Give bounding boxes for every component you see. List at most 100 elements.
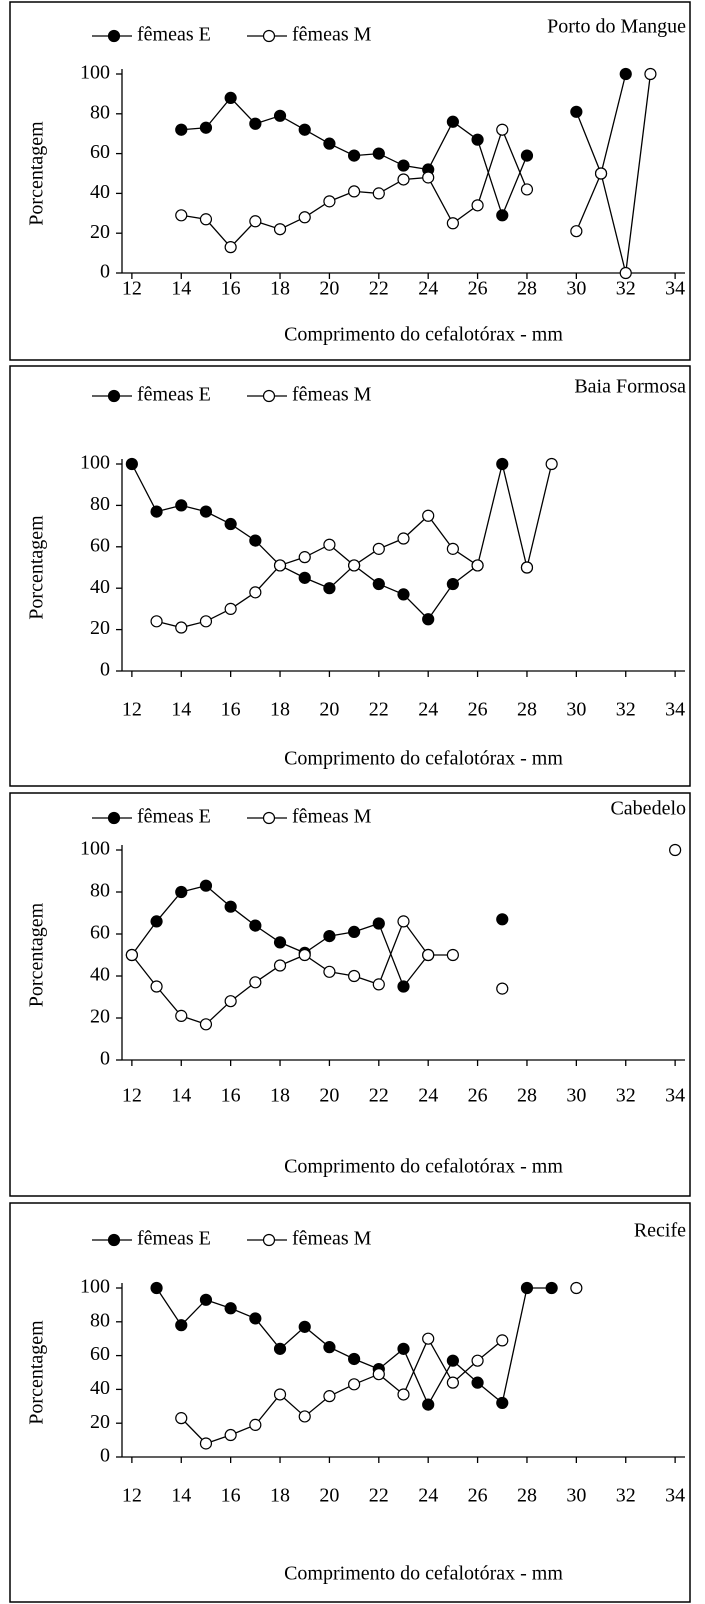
chart-panel: Cabedelo Porcentagem Comprimento do cefalo… — [9, 792, 691, 1197]
x-axis-label: Comprimento do cefalotórax - mm — [284, 324, 563, 346]
x-tick-label: 14 — [171, 278, 191, 300]
data-point — [298, 1410, 311, 1423]
x-tick-label: 24 — [418, 278, 438, 300]
y-tick-label: 60 — [90, 141, 110, 163]
data-point — [372, 187, 385, 200]
data-point — [422, 1398, 435, 1411]
x-tick-label: 28 — [517, 278, 537, 300]
data-point — [422, 1332, 435, 1345]
x-tick-label: 26 — [468, 699, 488, 721]
data-point — [496, 982, 509, 995]
data-point — [594, 167, 608, 180]
data-point — [199, 1018, 213, 1031]
legend-marker — [262, 811, 276, 825]
data-point — [348, 559, 361, 572]
data-point — [471, 1376, 484, 1389]
x-tick-label: 32 — [616, 1085, 636, 1107]
data-point — [496, 1396, 509, 1410]
data-point — [298, 948, 311, 962]
data-point — [249, 534, 262, 547]
data-point — [372, 577, 385, 591]
data-point — [520, 149, 534, 162]
data-point — [496, 1334, 509, 1347]
panel-title: Recife — [634, 1220, 686, 1242]
panel-frame — [9, 365, 691, 787]
data-point — [175, 621, 188, 634]
data-point — [224, 517, 237, 531]
x-tick-label: 26 — [468, 1485, 488, 1507]
data-point — [669, 843, 682, 857]
data-point — [323, 582, 336, 595]
data-point — [249, 215, 262, 228]
data-point — [224, 91, 237, 104]
legend-label: fêmeas E — [137, 1228, 211, 1250]
legend-label: fêmeas M — [292, 384, 372, 406]
data-point — [199, 615, 213, 628]
x-tick-label: 28 — [517, 1485, 537, 1507]
series-line — [132, 886, 502, 987]
data-point — [298, 571, 311, 584]
x-axis-label: Comprimento do cefalotórax - mm — [284, 748, 563, 770]
data-point — [397, 173, 410, 186]
x-tick-label: 18 — [270, 699, 290, 721]
x-tick-label: 16 — [221, 1085, 241, 1107]
data-point — [249, 919, 262, 932]
x-tick-label: 34 — [665, 1485, 685, 1507]
y-axis-label: Porcentagem — [26, 1320, 48, 1425]
data-point — [298, 551, 311, 564]
data-point — [125, 457, 138, 471]
y-tick-label: 40 — [90, 181, 110, 203]
y-tick-label: 40 — [90, 576, 110, 598]
data-point — [397, 1342, 410, 1355]
data-point — [175, 209, 188, 222]
x-tick-label: 20 — [319, 699, 339, 721]
data-point — [199, 121, 213, 134]
data-point — [175, 1009, 188, 1023]
x-tick-label: 34 — [665, 1085, 685, 1107]
data-point — [644, 67, 657, 81]
y-tick-label: 80 — [90, 101, 110, 123]
x-tick-label: 16 — [221, 278, 241, 300]
data-point — [273, 559, 287, 572]
data-point — [372, 542, 385, 555]
data-point — [323, 1390, 336, 1403]
x-tick-label: 30 — [566, 699, 586, 721]
x-tick-label: 22 — [369, 1485, 389, 1507]
data-point — [372, 1368, 385, 1381]
legend-label: fêmeas E — [137, 384, 211, 406]
data-point — [175, 885, 188, 899]
data-point — [273, 1342, 287, 1355]
data-point — [224, 1302, 237, 1315]
y-tick-label: 0 — [100, 1048, 110, 1070]
series-line — [156, 463, 553, 629]
legend-marker — [262, 389, 276, 403]
x-tick-label: 24 — [418, 1085, 438, 1107]
data-point — [348, 1378, 361, 1391]
y-tick-label: 60 — [90, 534, 110, 556]
data-point — [273, 109, 287, 122]
x-tick-label: 22 — [369, 1085, 389, 1107]
x-tick-label: 26 — [468, 1085, 488, 1107]
data-point — [570, 1281, 583, 1295]
legend-label: fêmeas E — [137, 24, 211, 46]
y-tick-label: 100 — [80, 1276, 110, 1298]
x-tick-label: 22 — [369, 699, 389, 721]
data-point — [273, 223, 287, 236]
legend-marker — [262, 29, 276, 43]
data-point — [224, 602, 237, 616]
data-point — [249, 1418, 262, 1431]
data-point — [397, 980, 410, 993]
data-point — [249, 586, 262, 599]
x-tick-label: 20 — [319, 1085, 339, 1107]
data-point — [249, 1312, 262, 1325]
data-point — [323, 137, 336, 150]
x-tick-label: 12 — [122, 278, 142, 300]
data-point — [496, 457, 509, 471]
data-point — [273, 959, 287, 972]
y-tick-label: 60 — [90, 1343, 110, 1365]
x-tick-label: 30 — [566, 1085, 586, 1107]
data-point — [397, 532, 410, 545]
data-point — [175, 499, 188, 512]
data-point — [323, 965, 336, 978]
data-point — [496, 913, 509, 926]
